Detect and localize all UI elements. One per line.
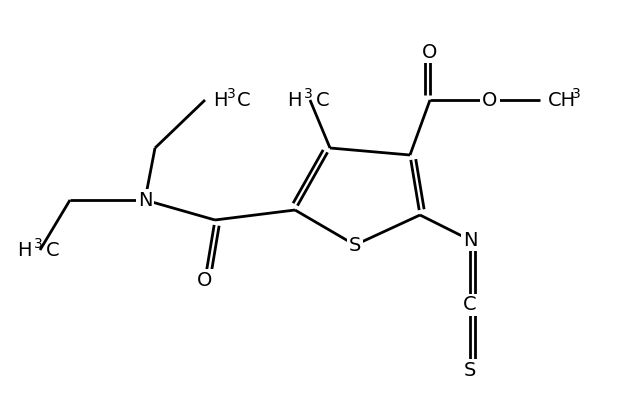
Text: S: S (464, 361, 476, 379)
Text: H: H (213, 90, 227, 110)
Text: O: O (422, 43, 438, 61)
Text: C: C (463, 296, 477, 314)
Text: 3: 3 (34, 237, 43, 251)
Text: C: C (316, 90, 330, 110)
Text: CH: CH (548, 90, 576, 110)
Text: O: O (483, 90, 498, 110)
Text: 3: 3 (304, 87, 313, 101)
Text: C: C (237, 90, 251, 110)
Text: C: C (46, 241, 60, 259)
Text: 3: 3 (227, 87, 236, 101)
Text: H: H (17, 241, 32, 259)
Text: H: H (287, 90, 302, 110)
Text: N: N (463, 231, 477, 249)
Text: S: S (349, 236, 361, 254)
Text: N: N (138, 191, 152, 209)
Text: O: O (197, 271, 212, 289)
Text: 3: 3 (572, 87, 580, 101)
